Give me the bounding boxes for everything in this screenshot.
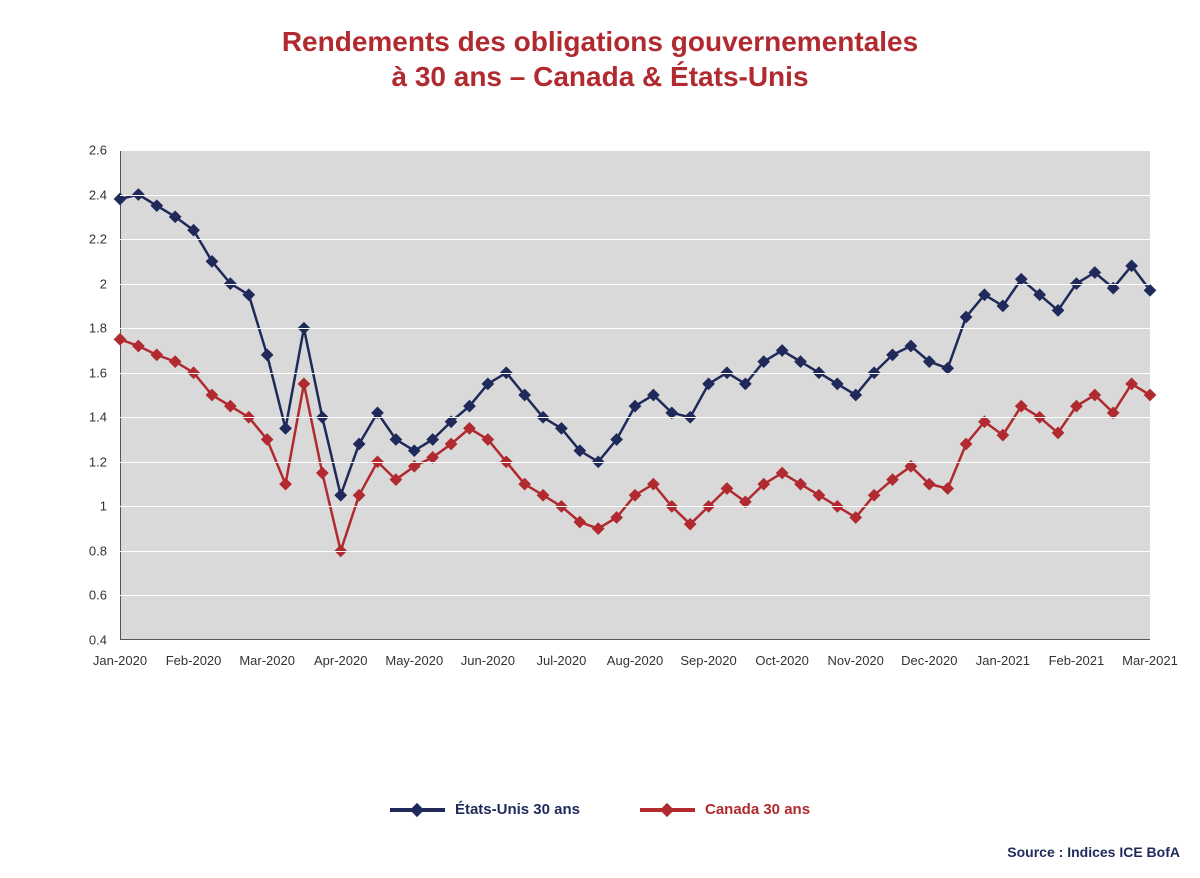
- series-line: [120, 339, 1150, 551]
- series-marker: [353, 489, 366, 502]
- gridline: [120, 640, 1150, 641]
- series-marker: [1144, 389, 1157, 402]
- series-marker: [831, 377, 844, 390]
- x-tick-label: May-2020: [385, 653, 443, 668]
- chart-title: Rendements des obligations gouvernementa…: [0, 0, 1200, 94]
- y-tick-label: 2.2: [89, 232, 107, 247]
- x-tick-label: Dec-2020: [901, 653, 957, 668]
- series-marker: [1125, 377, 1138, 390]
- series-marker: [132, 340, 145, 353]
- y-tick-label: 1.6: [89, 365, 107, 380]
- legend-marker-icon: [660, 802, 674, 816]
- series-marker: [224, 400, 237, 413]
- y-tick-label: 1.2: [89, 454, 107, 469]
- gridline: [120, 506, 1150, 507]
- series-marker: [813, 489, 826, 502]
- x-tick-label: Jul-2020: [536, 653, 586, 668]
- series-marker: [776, 467, 789, 480]
- series-marker: [150, 349, 163, 362]
- y-tick-label: 1.8: [89, 321, 107, 336]
- legend: États-Unis 30 ans Canada 30 ans: [0, 799, 1200, 819]
- series-marker: [150, 199, 163, 212]
- title-line-1: Rendements des obligations gouvernementa…: [0, 24, 1200, 59]
- series-marker: [794, 478, 807, 491]
- y-tick-label: 0.4: [89, 633, 107, 648]
- y-tick-label: 1.4: [89, 410, 107, 425]
- y-tick-label: 0.8: [89, 543, 107, 558]
- gridline: [120, 239, 1150, 240]
- source-label: Source : Indices ICE BofA: [1007, 844, 1180, 860]
- series-marker: [537, 489, 550, 502]
- legend-swatch: [640, 808, 695, 812]
- y-tick-label: 2.6: [89, 143, 107, 158]
- series-marker: [941, 482, 954, 495]
- gridline: [120, 551, 1150, 552]
- legend-item: États-Unis 30 ans: [390, 801, 580, 818]
- series-marker: [316, 467, 329, 480]
- series-marker: [353, 438, 366, 451]
- legend-item: Canada 30 ans: [640, 801, 810, 818]
- series-marker: [279, 422, 292, 435]
- x-tick-label: Mar-2020: [239, 653, 295, 668]
- gridline: [120, 284, 1150, 285]
- gridline: [120, 462, 1150, 463]
- gridline: [120, 328, 1150, 329]
- series-marker: [261, 349, 274, 362]
- chart-lines: [120, 150, 1150, 640]
- series-marker: [298, 377, 311, 390]
- series-marker: [776, 344, 789, 357]
- series-marker: [279, 478, 292, 491]
- x-tick-label: Apr-2020: [314, 653, 367, 668]
- y-tick-label: 1: [100, 499, 107, 514]
- x-tick-label: Sep-2020: [680, 653, 736, 668]
- series-marker: [629, 400, 642, 413]
- legend-swatch: [390, 808, 445, 812]
- series-marker: [592, 522, 605, 535]
- x-tick-label: Oct-2020: [755, 653, 808, 668]
- y-tick-label: 2.4: [89, 187, 107, 202]
- gridline: [120, 417, 1150, 418]
- series-marker: [169, 355, 182, 368]
- x-tick-label: Aug-2020: [607, 653, 663, 668]
- gridline: [120, 595, 1150, 596]
- series-marker: [702, 377, 715, 390]
- y-tick-label: 2: [100, 276, 107, 291]
- x-axis: Jan-2020Feb-2020Mar-2020Apr-2020May-2020…: [120, 645, 1150, 700]
- plot-area: [120, 150, 1150, 640]
- legend-label: Canada 30 ans: [705, 801, 810, 818]
- x-tick-label: Feb-2021: [1049, 653, 1105, 668]
- series-marker: [242, 288, 255, 301]
- chart: 0.4 0.6 0.8 1 1.2 1.4 1.6 1.8 2 2.2 2.4 2.6 Jan-202…: [60, 140, 1160, 700]
- x-tick-label: Feb-2020: [166, 653, 222, 668]
- y-axis: 0.40.60.811.21.41.61.822.22.42.6: [60, 150, 115, 640]
- gridline: [120, 195, 1150, 196]
- series-marker: [1015, 400, 1028, 413]
- gridline: [120, 373, 1150, 374]
- x-tick-label: Mar-2021: [1122, 653, 1178, 668]
- legend-label: États-Unis 30 ans: [455, 801, 580, 818]
- x-tick-label: Jun-2020: [461, 653, 515, 668]
- gridline: [120, 150, 1150, 151]
- x-tick-label: Nov-2020: [828, 653, 884, 668]
- series-marker: [794, 355, 807, 368]
- series-marker: [408, 444, 421, 457]
- y-tick-label: 0.6: [89, 588, 107, 603]
- x-tick-label: Jan-2021: [976, 653, 1030, 668]
- series-marker: [114, 333, 127, 346]
- title-line-2: à 30 ans – Canada & États-Unis: [0, 59, 1200, 94]
- x-tick-label: Jan-2020: [93, 653, 147, 668]
- series-marker: [334, 489, 347, 502]
- legend-marker-icon: [410, 802, 424, 816]
